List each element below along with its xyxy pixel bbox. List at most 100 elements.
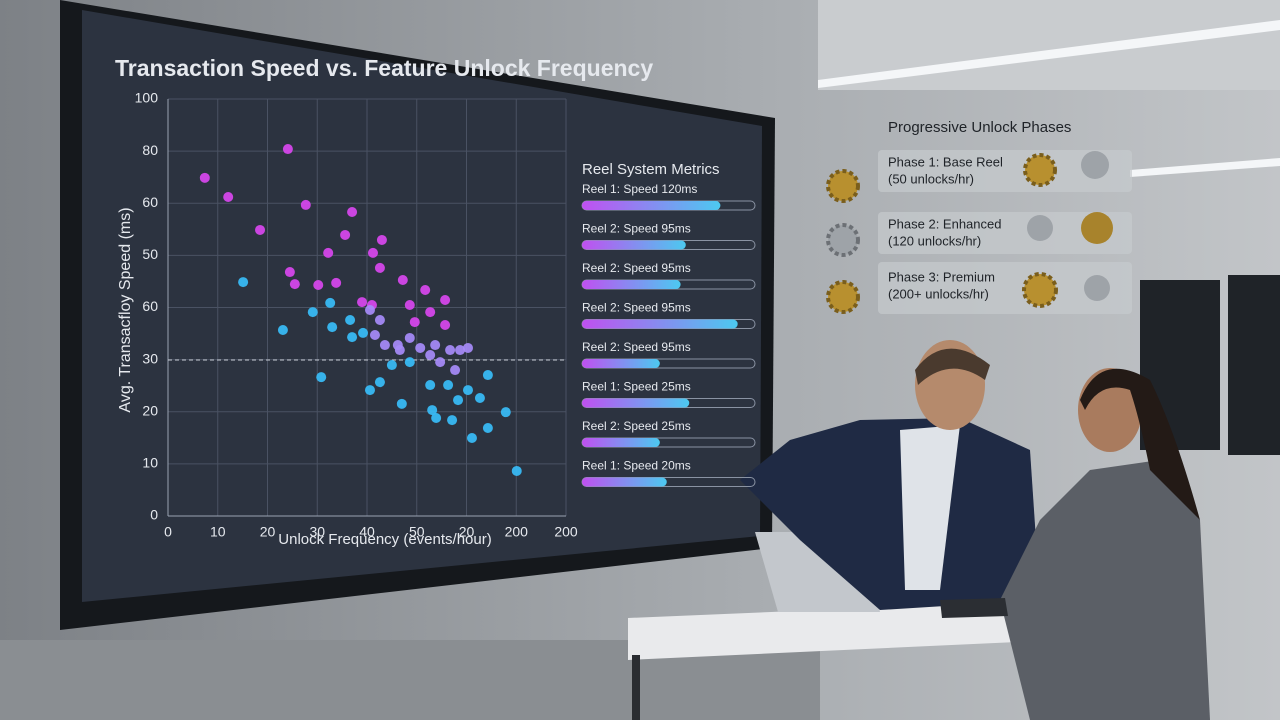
y-tick-label: 60 [142, 194, 158, 210]
x-tick-label: 10 [210, 524, 226, 540]
progress-bar [582, 280, 681, 289]
scatter-point [331, 277, 342, 288]
x-tick-label: 40 [359, 524, 375, 540]
gear-icon [1023, 153, 1057, 187]
scatter-point [369, 330, 380, 341]
scatter-point [450, 365, 461, 376]
metric-label: Reel 2: Speed 95ms [582, 261, 691, 275]
scatter-point [462, 342, 473, 353]
metric-label: Reel 1: Speed 20ms [582, 459, 691, 473]
woman-hair [1080, 368, 1200, 520]
scatter-point [282, 144, 293, 155]
gear-icon [1027, 215, 1053, 241]
gear-icon [1081, 212, 1113, 244]
phase-card [878, 262, 1132, 314]
woman-jacket [1000, 460, 1210, 720]
scatter-point [443, 380, 454, 391]
metric-label: Reel 1: Speed 120ms [582, 182, 697, 196]
x-tick-label: 20 [260, 524, 276, 540]
scatter-point [396, 398, 407, 409]
scatter-point [289, 279, 300, 290]
scatter-point [364, 385, 375, 396]
scatter-point [358, 327, 369, 338]
scatter-point [364, 305, 375, 316]
scatter-point [455, 345, 466, 356]
phase-card [878, 150, 1132, 192]
scatter-point [447, 415, 458, 426]
scatter-point [511, 465, 522, 476]
y-axis-label: Avg. Transacfloy Speed (ms) [117, 207, 134, 412]
scatter-point [404, 299, 415, 310]
screen [82, 10, 762, 602]
keyboard [940, 598, 1008, 618]
y-tick-label: 10 [142, 455, 158, 471]
scatter-point [300, 199, 311, 210]
scatter-point [386, 360, 397, 371]
scatter-point [453, 395, 464, 406]
phase-detail: (200+ unlocks/hr) [888, 286, 989, 301]
scatter-point [277, 325, 288, 336]
progress-bar [582, 477, 667, 487]
x-tick-label: 200 [505, 524, 529, 540]
desk-leg [632, 655, 640, 720]
phase-detail: (50 unlocks/hr) [888, 171, 974, 186]
scatter-point [374, 262, 385, 273]
scatter-point [238, 277, 249, 288]
y-tick-label: 50 [142, 246, 158, 262]
progress-bar [582, 201, 721, 210]
scatter-point [199, 172, 210, 183]
chart-title: Transaction Speed vs. Feature Unlock Fre… [115, 55, 653, 81]
scatter-point [474, 392, 485, 403]
scatter-point [313, 279, 324, 290]
scatter-point [404, 332, 415, 343]
scatter-point [255, 224, 266, 235]
gear-icon [1022, 272, 1058, 308]
x-tick-label: 50 [409, 524, 425, 540]
scatter-point [440, 294, 451, 305]
metric-label: Reel 2: Speed 95ms [582, 301, 691, 315]
metrics-title: Reel System Metrics [582, 161, 720, 178]
phase-card [878, 212, 1132, 254]
phase-name: Phase 1: Base Reel [888, 154, 1003, 169]
scatter-point [462, 385, 473, 396]
scatter-point [316, 372, 327, 383]
scatter-point [425, 307, 436, 318]
progress-bar [582, 319, 738, 329]
scatter-point [435, 357, 446, 368]
scatter-point [425, 380, 436, 391]
gear-icon [826, 280, 860, 314]
gear-icon [1081, 151, 1109, 179]
man-shirt [900, 425, 960, 590]
scatter-point [415, 342, 426, 353]
y-tick-label: 100 [135, 90, 159, 106]
scatter-point [482, 423, 493, 434]
phases-title: Progressive Unlock Phases [888, 119, 1071, 136]
scatter-point [347, 332, 358, 343]
scatter-point [397, 274, 408, 285]
scatter-point [376, 234, 387, 245]
scatter-point [482, 370, 493, 381]
y-tick-label: 60 [142, 298, 158, 314]
scatter-point [325, 297, 336, 308]
y-tick-label: 20 [142, 402, 158, 418]
scatter-point [430, 340, 441, 351]
x-tick-label: 0 [164, 524, 172, 540]
scatter-point [379, 340, 390, 351]
phase-name: Phase 3: Premium [888, 269, 995, 284]
ceiling-light [818, 20, 1280, 88]
scatter-point [347, 207, 358, 218]
x-tick-label: 20 [459, 524, 475, 540]
scatter-point [340, 229, 351, 240]
gear-icon [1084, 275, 1110, 301]
scatter-point [404, 357, 415, 368]
metric-label: Reel 2: Speed 95ms [582, 340, 691, 354]
scatter-point [374, 377, 385, 388]
scatter-point [425, 350, 436, 361]
scatter-point [345, 315, 356, 326]
scatter-point [466, 433, 477, 444]
ceiling-light [1130, 158, 1280, 177]
progress-bar [582, 359, 660, 368]
x-tick-label: 200 [554, 524, 578, 540]
y-tick-label: 80 [142, 142, 158, 158]
